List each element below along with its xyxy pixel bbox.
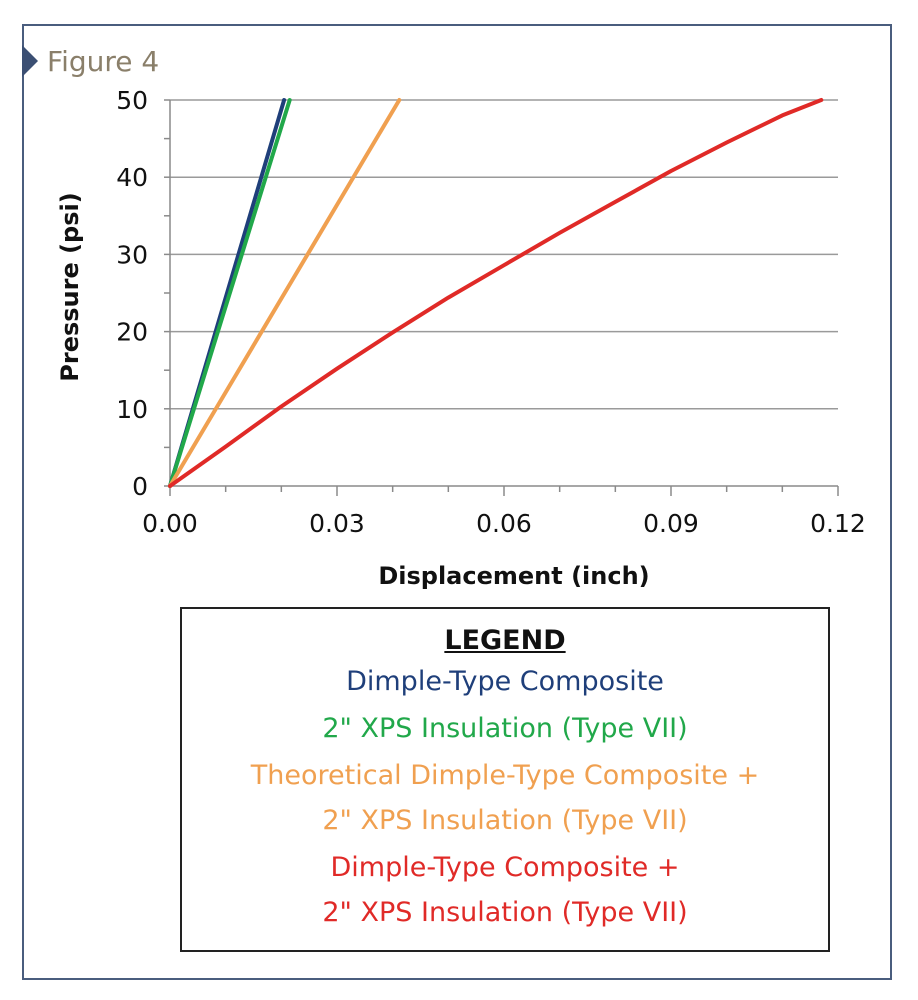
legend-entry-1: Dimple-Type Composite [182, 659, 828, 704]
series-line-2 [168, 98, 292, 488]
figure-marker-triangle-icon [22, 45, 38, 77]
legend-entry-text: 2" XPS Insulation (Type VII) [322, 897, 688, 928]
legend-entry-text: Theoretical Dimple-Type Composite + [250, 760, 760, 791]
x-tick-label-0.06: 0.06 [476, 509, 532, 538]
y-tick-label-40: 40 [116, 163, 148, 192]
legend-entry-2: 2" XPS Insulation (Type VII) [182, 706, 828, 751]
y-tick-label-20: 20 [116, 318, 148, 347]
legend-entry-text: 2" XPS Insulation (Type VII) [322, 713, 688, 744]
series-line-3 [168, 98, 402, 488]
series-lines [168, 98, 824, 488]
legend-entry-text: 2" XPS Insulation (Type VII) [322, 805, 688, 836]
y-tick-label-10: 10 [116, 395, 148, 424]
figure-title: Figure 4 [47, 45, 160, 78]
x-tick-label-0.09: 0.09 [643, 509, 699, 538]
y-tick-label-50: 50 [116, 86, 148, 115]
figure-frame [22, 24, 892, 980]
legend-entry-3: Theoretical Dimple-Type Composite + 2" XP… [182, 753, 828, 843]
y-tick-label-0: 0 [132, 472, 148, 501]
legend-entry-text: Dimple-Type Composite [346, 666, 664, 697]
legend-items: Dimple-Type Composite 2" XPS Insulation (… [182, 659, 828, 935]
legend-entry-4: Dimple-Type Composite + 2" XPS Insulation… [182, 845, 828, 935]
legend-heading: LEGEND [444, 625, 566, 656]
legend-entry-text: Dimple-Type Composite + [330, 852, 680, 883]
x-tick-label-0.00: 0.00 [142, 509, 198, 538]
legend-box: LEGEND Dimple-Type Composite 2" XPS Insul… [180, 607, 830, 952]
x-axis-label: Displacement (inch) [378, 562, 649, 590]
series-line-4 [168, 98, 824, 488]
x-tick-label-0.12: 0.12 [810, 509, 866, 538]
tick-labels: 0 10 20 30 40 50 0.00 0.03 0.06 0.09 0.12 [116, 86, 866, 538]
pressure-displacement-chart: 0 10 20 30 40 50 0.00 0.03 0.06 0.09 0.12 Displace… [56, 86, 866, 590]
y-axis-label: Pressure (psi) [56, 192, 84, 381]
y-tick-label-30: 30 [116, 240, 148, 269]
x-tick-label-0.03: 0.03 [309, 509, 365, 538]
